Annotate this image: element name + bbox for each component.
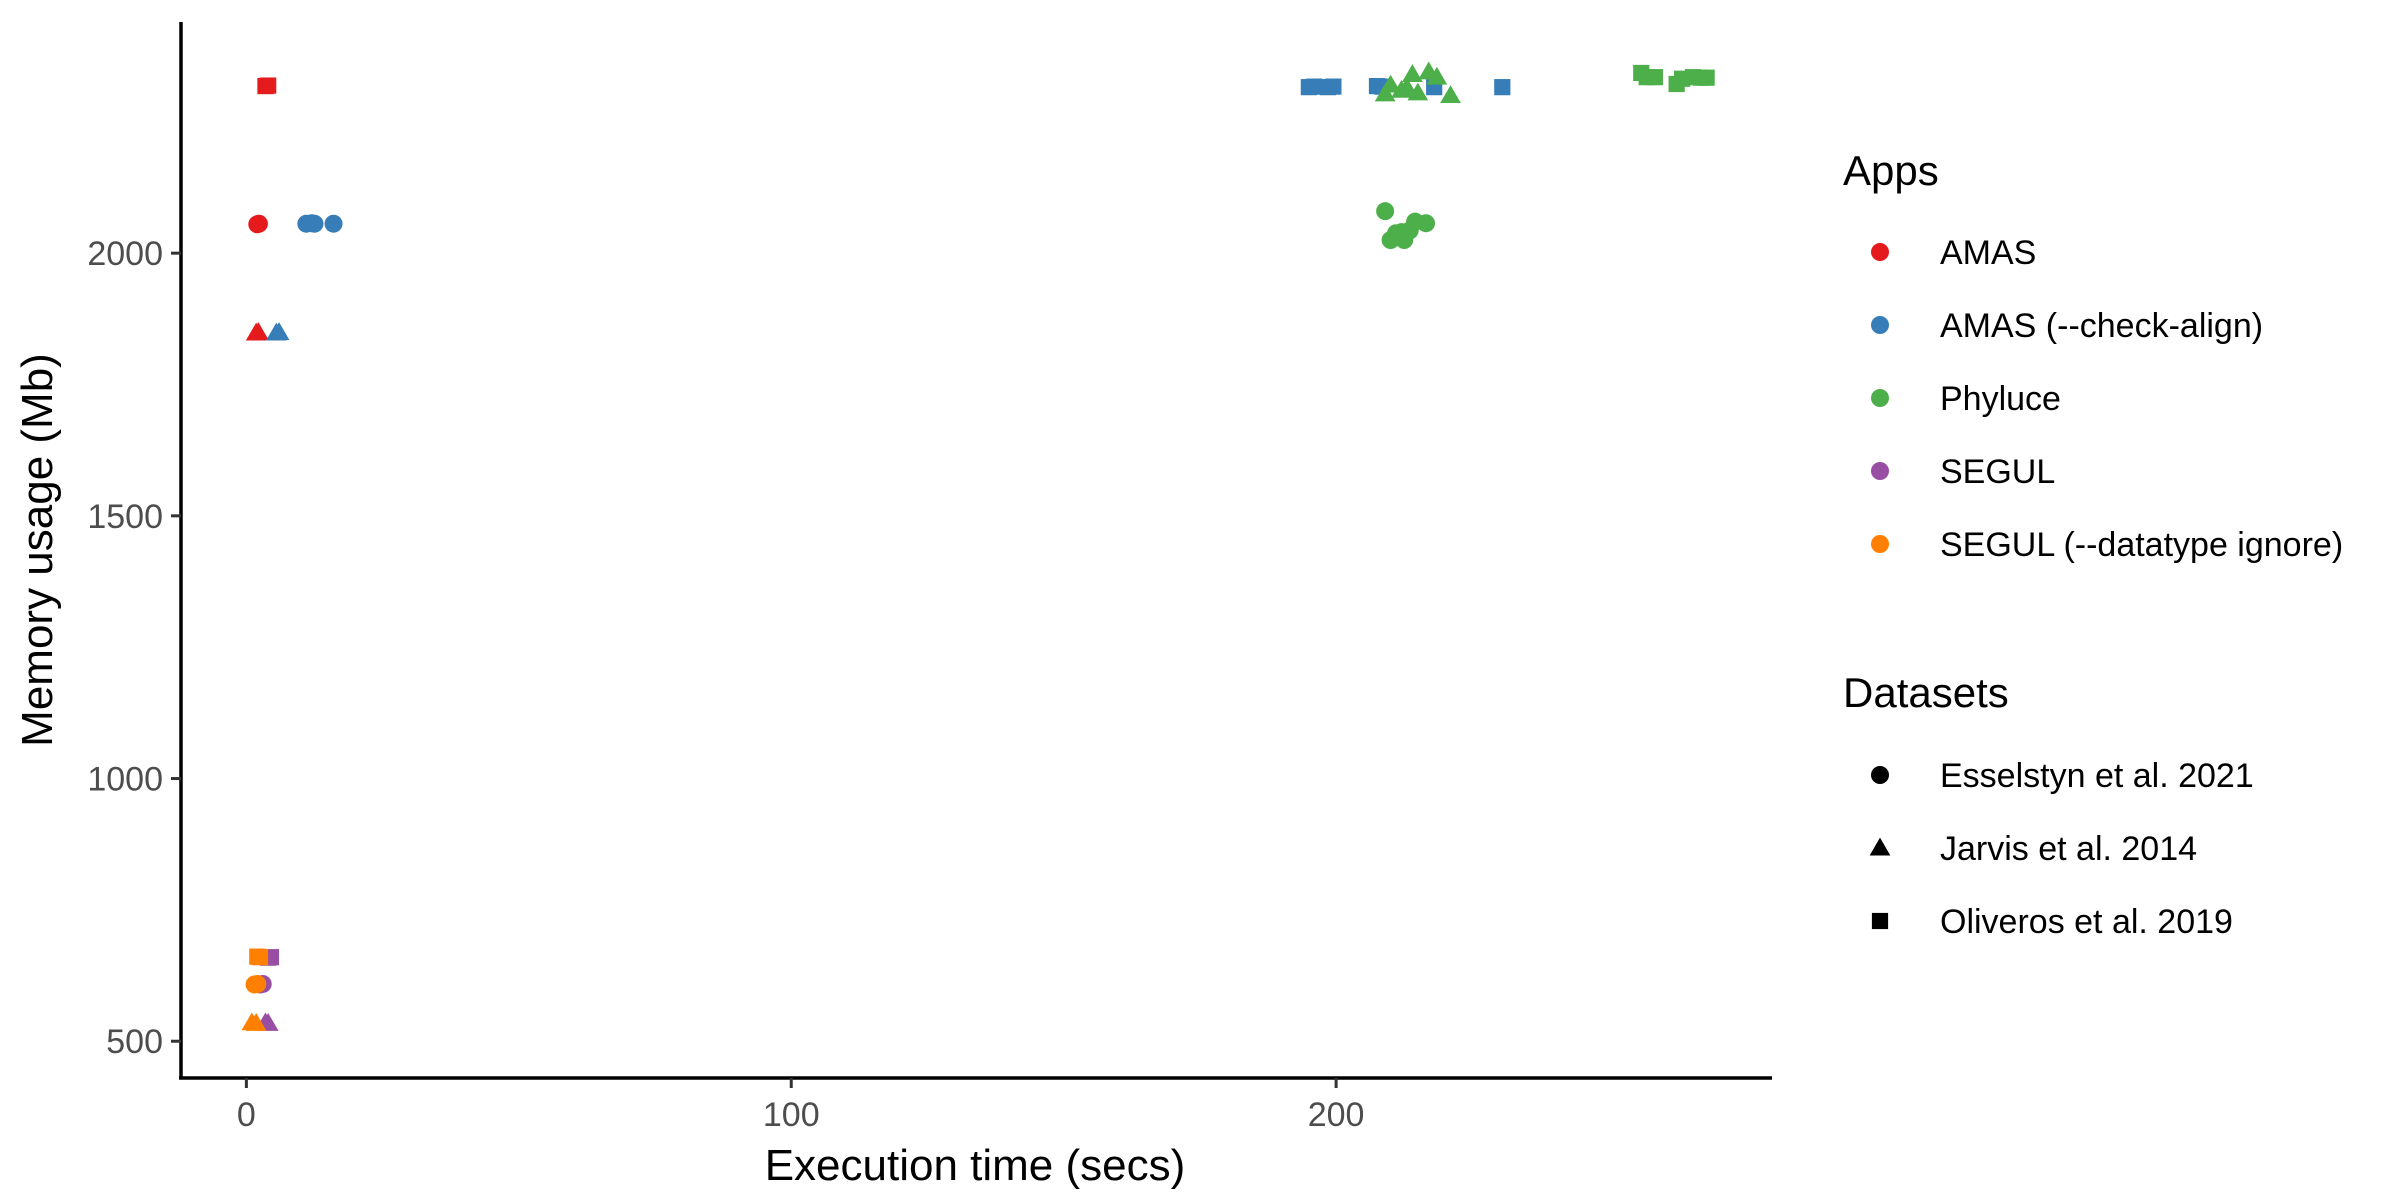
data-point-amas-check-align-oliveros-et-al-2019 (1306, 78, 1323, 95)
legend-key-jarvis-et-al-2014 (1869, 837, 1891, 856)
data-point-phyluce-jarvis-et-al-2014 (1396, 77, 1418, 96)
legend-key-oliveros-et-al-2019 (1871, 912, 1889, 930)
data-point-amas-check-align-jarvis-et-al-2014 (268, 322, 290, 340)
legend-key-amas (1871, 243, 1889, 261)
legend-datasets-title: Datasets (1843, 669, 2009, 716)
legend-label-oliveros-et-al-2019: Oliveros et al. 2019 (1940, 903, 2233, 941)
data-point-amas-oliveros-et-al-2019 (260, 77, 277, 94)
y-tick-label: 1500 (87, 498, 163, 536)
data-point-phyluce-esselstyn-et-al-2021 (1417, 214, 1436, 233)
y-tick-label: 2000 (87, 235, 163, 273)
data-point-amas-check-align-esselstyn-et-al-2021 (324, 214, 343, 233)
x-tick-label: 100 (763, 1096, 820, 1134)
legend-label-esselstyn-et-al-2021: Esselstyn et al. 2021 (1940, 757, 2254, 795)
y-axis-title: Memory usage (Mb) (13, 353, 62, 747)
data-point-amas-check-align-esselstyn-et-al-2021 (305, 214, 324, 233)
data-point-segul-datatype-ignore-jarvis-et-al-2014 (245, 1013, 267, 1031)
data-point-amas-check-align-oliveros-et-al-2019 (1494, 79, 1511, 96)
data-point-phyluce-esselstyn-et-al-2021 (1376, 202, 1395, 221)
legend-key-segul-datatype-ignore (1871, 535, 1889, 553)
x-tick-label: 200 (1308, 1096, 1365, 1134)
legend-label-jarvis-et-al-2014: Jarvis et al. 2014 (1940, 830, 2197, 868)
legend-apps: Apps AMAS AMAS (--check-align) Phyluce SEGU… (1843, 147, 2343, 564)
data-point-segul-datatype-ignore-esselstyn-et-al-2021 (248, 974, 267, 993)
legend-key-esselstyn-et-al-2021 (1871, 766, 1889, 784)
x-tick-label: 0 (237, 1096, 256, 1134)
y-tick-label: 500 (106, 1023, 163, 1061)
data-point-phyluce-jarvis-et-al-2014 (1426, 66, 1448, 85)
legend-key-amas-check-align (1871, 316, 1889, 334)
legend-key-phyluce (1871, 389, 1889, 407)
legend-label-amas: AMAS (1940, 234, 2036, 272)
legend-label-segul-datatype-ignore: SEGUL (--datatype ignore) (1940, 526, 2343, 564)
data-point-segul-datatype-ignore-oliveros-et-al-2019 (251, 949, 269, 966)
data-point-phyluce-oliveros-et-al-2019 (1646, 69, 1663, 86)
x-axis: 0 100 200 (237, 1078, 1365, 1134)
legend-datasets: Datasets Esselstyn et al. 2021 Jarvis et … (1843, 669, 2254, 941)
data-point-phyluce-jarvis-et-al-2014 (1402, 64, 1423, 82)
legend-key-segul (1871, 462, 1889, 480)
y-axis: 500 1000 1500 2000 (87, 235, 181, 1061)
legend-apps-title: Apps (1843, 147, 1939, 194)
legend-label-segul: SEGUL (1940, 453, 2055, 491)
data-point-phyluce-jarvis-et-al-2014 (1440, 85, 1461, 104)
legend-label-phyluce: Phyluce (1940, 380, 2061, 418)
data-point-phyluce-oliveros-et-al-2019 (1698, 69, 1715, 86)
x-axis-title: Execution time (secs) (765, 1141, 1186, 1190)
data-point-phyluce-jarvis-et-al-2014 (1374, 83, 1396, 102)
plot-area (241, 61, 1715, 1031)
data-point-phyluce-jarvis-et-al-2014 (1380, 74, 1401, 93)
data-point-amas-jarvis-et-al-2014 (248, 322, 269, 340)
legend-label-amas-check-align: AMAS (--check-align) (1940, 307, 2263, 345)
data-point-phyluce-jarvis-et-al-2014 (1407, 82, 1429, 101)
y-tick-label: 1000 (87, 761, 163, 799)
data-point-amas-check-align-oliveros-et-al-2019 (1325, 78, 1342, 95)
data-point-amas-esselstyn-et-al-2021 (249, 214, 268, 233)
